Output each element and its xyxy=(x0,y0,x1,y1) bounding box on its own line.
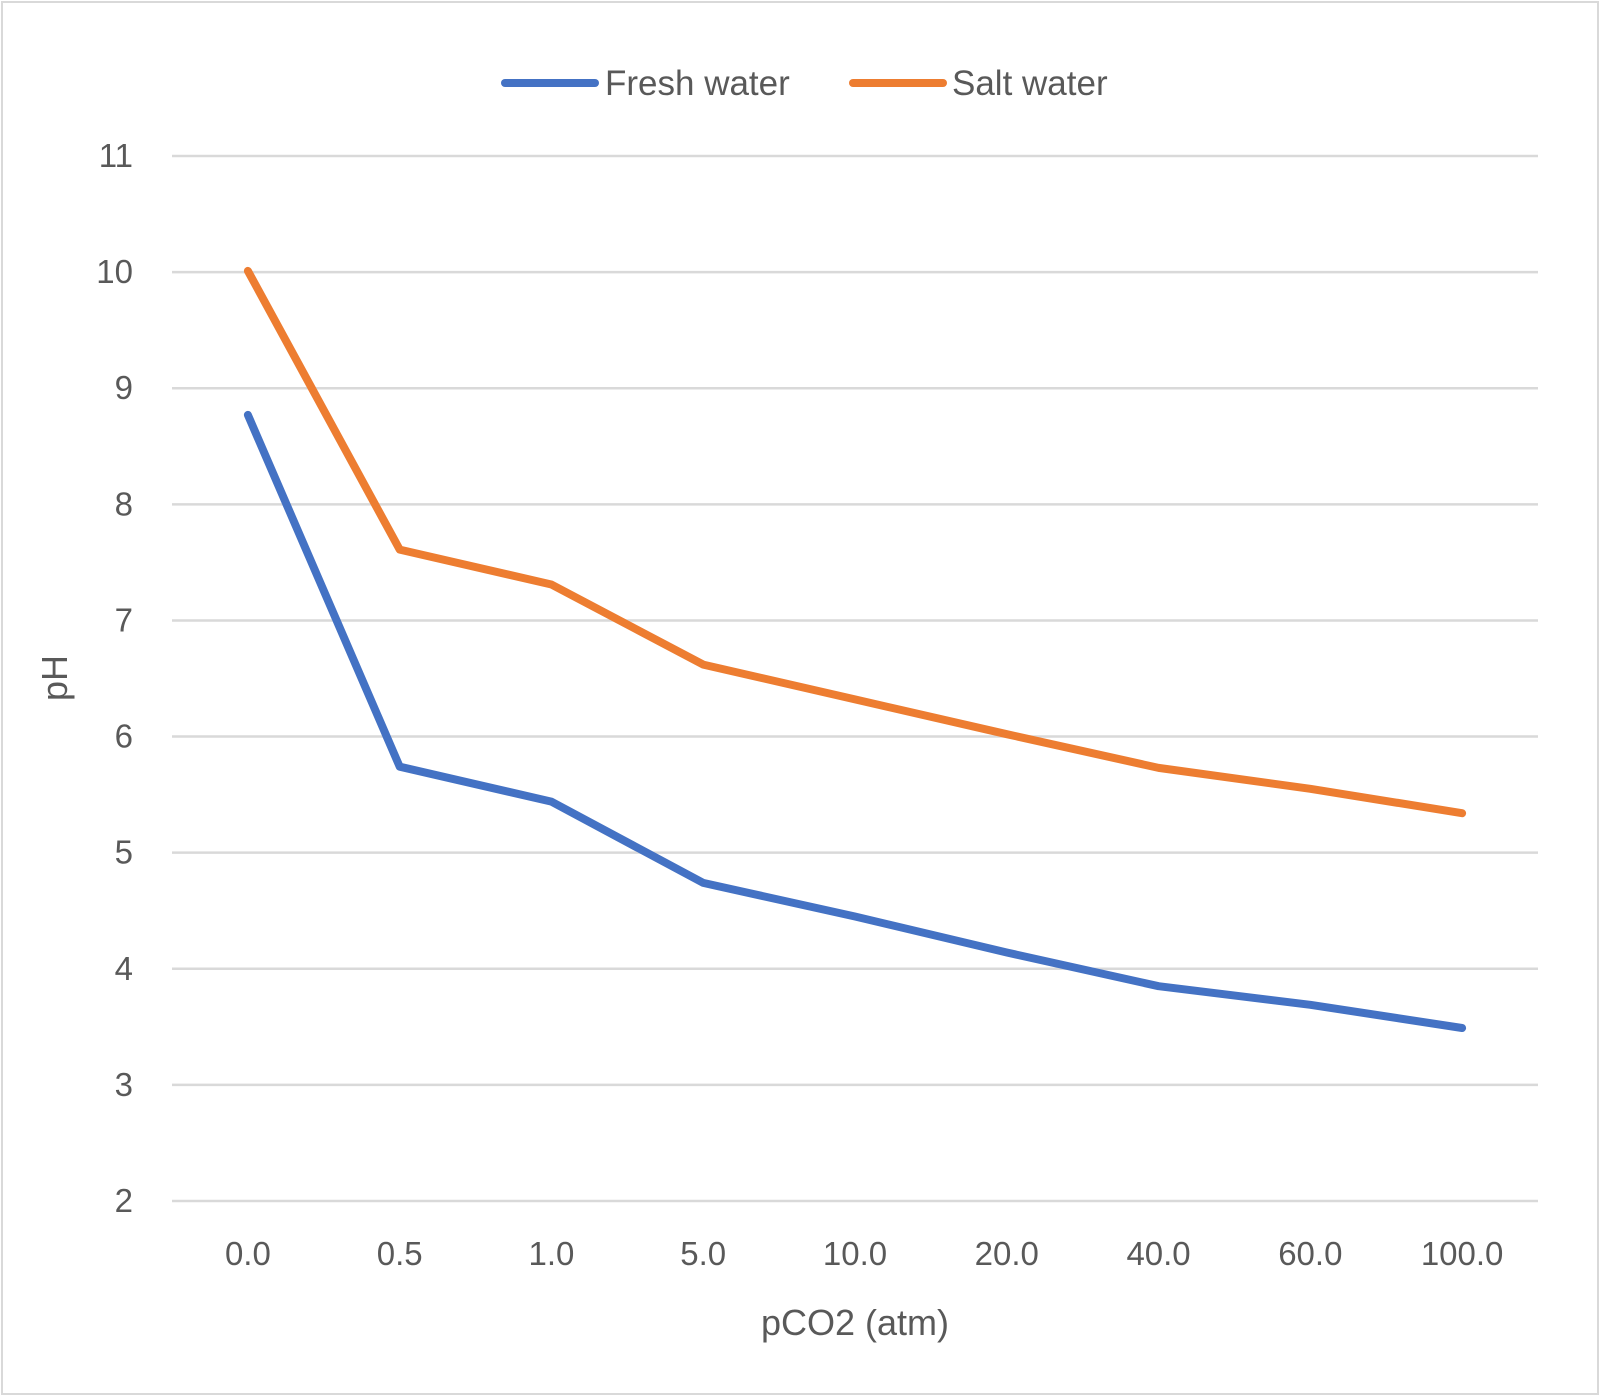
x-tick-label: 1.0 xyxy=(529,1235,575,1272)
y-tick-labels: 2 3 4 5 6 7 8 9 10 11 xyxy=(96,137,133,1219)
legend: Fresh water Salt water xyxy=(501,64,1108,103)
series-line-fresh-water xyxy=(243,410,1467,1032)
x-tick-label: 5.0 xyxy=(680,1235,726,1272)
y-tick-label: 3 xyxy=(115,1066,133,1103)
series-line-salt-water xyxy=(243,266,1467,818)
x-tick-label: 10.0 xyxy=(823,1235,887,1272)
legend-label-salt-water: Salt water xyxy=(952,64,1108,103)
y-tick-label: 7 xyxy=(115,601,133,638)
x-tick-label: 0.5 xyxy=(377,1235,423,1272)
legend-label-fresh-water: Fresh water xyxy=(605,64,790,103)
y-tick-label: 4 xyxy=(115,950,133,987)
x-axis-title: pCO2 (atm) xyxy=(761,1302,949,1343)
y-tick-label: 2 xyxy=(115,1182,133,1219)
y-tick-label: 9 xyxy=(115,369,133,406)
x-tick-label: 20.0 xyxy=(975,1235,1039,1272)
y-axis-title: pH xyxy=(34,655,75,701)
gridlines xyxy=(172,154,1538,1203)
x-tick-label: 60.0 xyxy=(1278,1235,1342,1272)
y-tick-label: 10 xyxy=(96,253,133,290)
x-tick-label: 40.0 xyxy=(1126,1235,1190,1272)
y-tick-label: 5 xyxy=(115,834,133,871)
y-tick-label: 11 xyxy=(99,137,133,174)
series-lines xyxy=(243,266,1467,1032)
x-tick-label: 100.0 xyxy=(1421,1235,1504,1272)
x-tick-label: 0.0 xyxy=(225,1235,271,1272)
y-tick-label: 8 xyxy=(115,485,133,522)
y-tick-label: 6 xyxy=(115,718,133,755)
x-tick-labels: 0.0 0.5 1.0 5.0 10.0 20.0 40.0 60.0 100.0 xyxy=(225,1235,1503,1272)
